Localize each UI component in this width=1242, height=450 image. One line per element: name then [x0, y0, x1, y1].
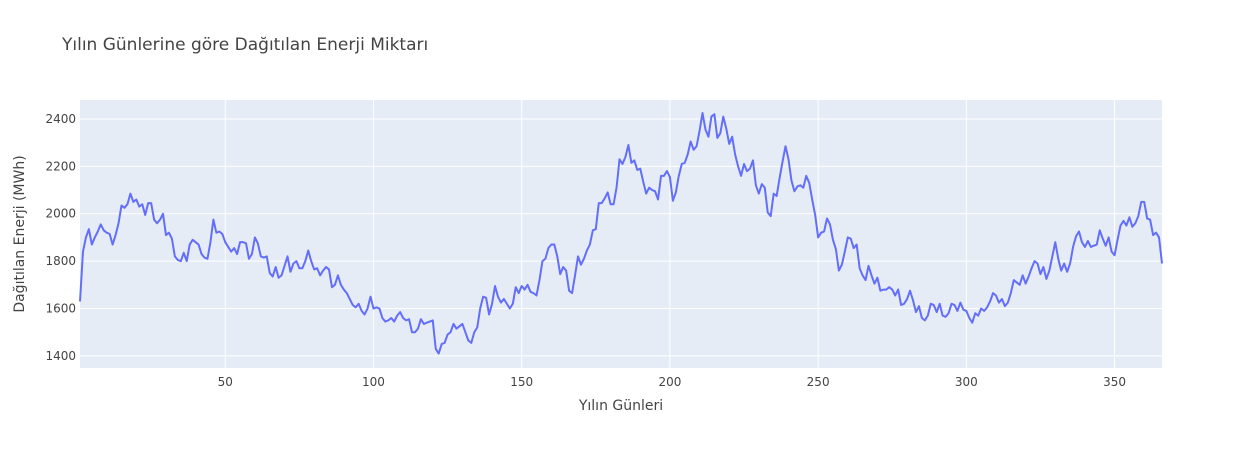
line — [79, 112, 1163, 355]
x-tick-label: 50 — [218, 375, 233, 389]
y-tick-label: 1600 — [45, 302, 76, 316]
chart-title: Yılın Günlerine göre Dağıtılan Enerji Mi… — [61, 35, 428, 55]
x-tick-label: 250 — [807, 375, 830, 389]
y-tick-label: 2200 — [45, 159, 76, 173]
x-tick-label: 200 — [658, 375, 681, 389]
y-axis-title: Dağıtılan Enerji (MWh) — [12, 155, 28, 312]
y-tick-label: 2000 — [45, 207, 76, 221]
x-tick-label: 300 — [955, 375, 978, 389]
y-tick-label: 1400 — [45, 349, 76, 363]
x-tick-label: 350 — [1103, 375, 1126, 389]
y-tick-label: 2400 — [45, 112, 76, 126]
x-tick-label: 150 — [510, 375, 533, 389]
y-tick-label: 1800 — [45, 254, 76, 268]
plot-area — [80, 100, 1162, 368]
x-axis-title: Yılın Günleri — [578, 398, 663, 414]
x-tick-label: 100 — [362, 375, 385, 389]
